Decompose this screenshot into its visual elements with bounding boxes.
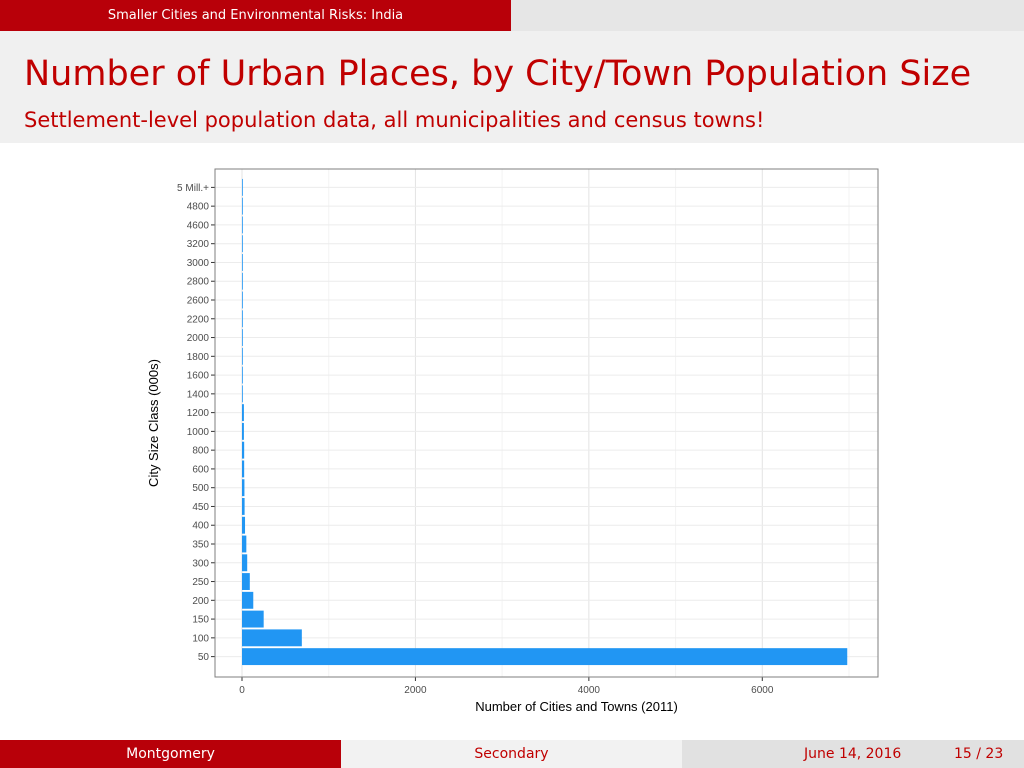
y-tick-label: 350 [192,540,209,551]
footer-author[interactable]: Montgomery [0,740,341,768]
y-tick-label: 4800 [187,202,210,213]
y-tick-label: 450 [192,502,209,513]
footer-middle[interactable]: Secondary [341,740,682,768]
y-tick-label: 1800 [187,352,210,363]
bar [242,460,245,478]
y-tick-label: 3000 [187,258,210,269]
bar [242,573,250,590]
y-tick-label: 1600 [187,371,210,382]
bar [242,404,244,422]
y-ticks: 50 100 150 200 250 300 350 400 450 500 600 800 1000 1… [177,183,215,663]
page-number: 15 / 23 [954,746,1004,762]
bars [242,178,848,666]
bar [242,329,243,346]
y-tick-label: 1400 [187,389,210,400]
y-tick-label: 1000 [187,427,210,438]
bar [242,535,247,553]
bar [242,441,245,459]
plot-border [214,168,879,678]
header-bar: Smaller Cities and Environmental Risks: … [0,0,1024,31]
x-axis-label: Number of Cities and Towns (2011) [475,699,678,714]
x-tick-label: 0 [239,685,245,696]
y-tick-label: 300 [192,558,209,569]
footer-right: June 14, 2016 15 / 23 [682,740,1024,768]
x-tick-label: 6000 [751,685,774,696]
y-tick-label: 200 [192,596,209,607]
bar [242,291,243,309]
bar [242,235,243,253]
y-tick-label: 600 [192,464,209,475]
bar [242,498,245,515]
footer-date: June 14, 2016 [804,746,902,762]
y-tick-label: 250 [192,577,209,588]
section-title[interactable]: Smaller Cities and Environmental Risks: … [0,0,511,31]
bar [242,610,264,628]
y-tick-label: 100 [192,633,209,644]
bar [242,385,243,403]
y-tick-label: 3200 [187,239,210,250]
bar [242,648,848,666]
frame-subtitle: Settlement-level population data, all mu… [24,108,765,132]
y-tick-label: 50 [198,652,210,663]
bar [242,366,243,384]
bar [242,216,243,234]
bar [242,591,254,609]
y-tick-label: 2600 [187,296,210,307]
y-tick-label: 2200 [187,314,210,325]
y-tick-label: 5 Mill.+ [177,183,209,194]
y-tick-label: 400 [192,521,209,532]
y-tick-label: 800 [192,446,209,457]
y-tick-label: 150 [192,615,209,626]
bar [242,254,243,271]
bar [242,422,244,440]
bar [242,516,246,534]
x-tick-label: 2000 [404,685,427,696]
x-tick-label: 4000 [578,685,601,696]
y-tick-label: 500 [192,483,209,494]
bar [242,554,248,572]
x-ticks: 0 2000 4000 6000 [239,677,774,696]
y-axis-label: City Size Class (000s) [146,359,161,487]
frame-title: Number of Urban Places, by City/Town Pop… [24,54,972,94]
bar-chart: 50 100 150 200 250 300 350 400 450 500 600 800 1000 1… [146,168,879,714]
y-tick-label: 1200 [187,408,210,419]
bar [242,272,243,290]
y-tick-label: 2000 [187,333,210,344]
bar [242,310,243,328]
y-tick-label: 2800 [187,277,210,288]
plot-panel [215,169,878,677]
bar [242,178,243,196]
bar [242,629,302,647]
title-band [0,31,1024,143]
y-tick-label: 4600 [187,220,210,231]
footer: Montgomery Secondary June 14, 2016 15 / … [0,740,1024,768]
bar [242,479,245,497]
bar [242,347,243,365]
bar [242,197,243,215]
